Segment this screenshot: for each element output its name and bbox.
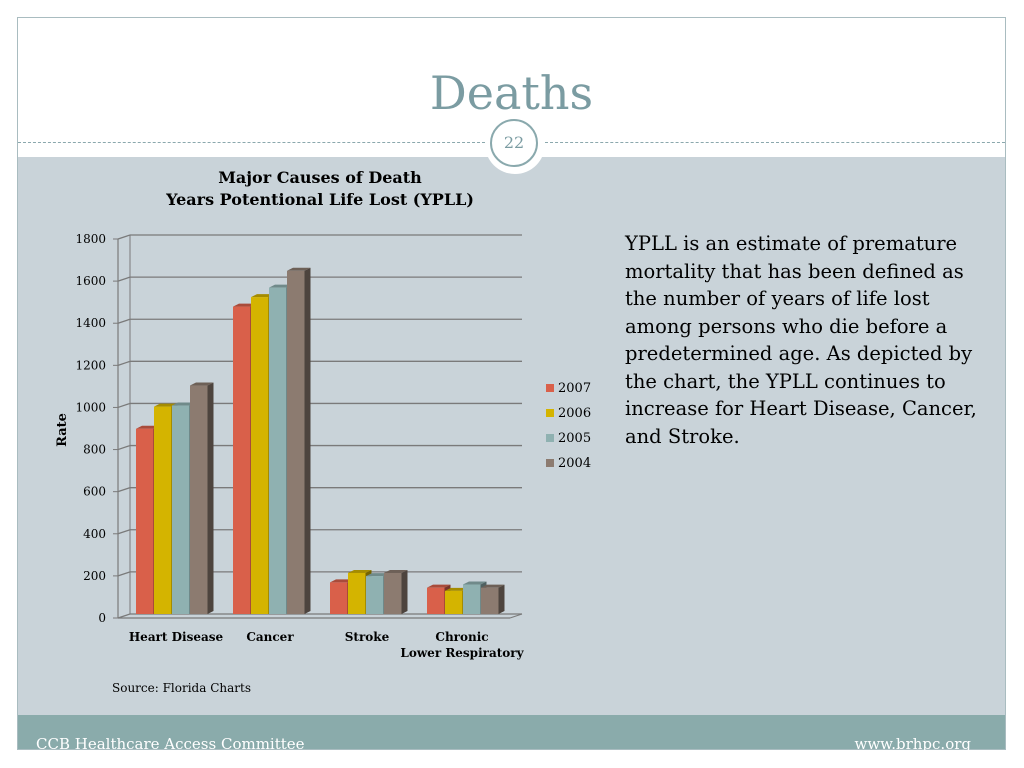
chart-subtitle: Years Potentional Life Lost (YPLL) [165,190,474,209]
bar-top [287,267,311,271]
bar [269,287,287,614]
gridline-side [117,529,131,535]
y-axis-label: Rate [55,413,70,447]
bar [251,297,269,614]
footer: CCB Healthcare Access Committee www.brhp… [18,715,1005,753]
bar-side [304,267,311,614]
footer-committee: CCB Healthcare Access Committee [36,735,305,753]
bar-top [330,579,354,583]
gridline-side [117,234,131,240]
x-tick-label: Lower Respiratory [400,646,524,660]
divider-left [18,142,485,143]
floor-edge [509,613,523,619]
bar [330,582,348,614]
y-tick-label: 800 [83,443,106,457]
bar [427,587,445,614]
y-tick-label: 1200 [75,358,106,372]
bar [136,428,154,614]
y-tick-label: 200 [83,569,106,583]
gridline-side [117,613,131,619]
gridline-side [117,402,131,409]
y-tick-label: 1000 [75,400,106,414]
x-tick-label: Cancer [246,630,294,644]
chart-title: Major Causes of Death [218,168,422,187]
gridline-side [117,276,131,282]
bar-top [348,569,372,573]
x-tick-label: Stroke [345,630,390,644]
gridline-side [117,571,131,577]
legend-swatch [546,434,554,442]
legend-swatch [546,459,554,467]
legend-label: 2005 [558,431,591,446]
bar-top [233,303,257,307]
gridline-side [117,487,131,493]
y-tick-label: 400 [83,527,106,541]
bar [463,584,481,614]
legend-swatch [546,409,554,417]
bar [445,590,463,614]
legend-label: 2006 [558,406,591,421]
bar-side [401,569,408,614]
bar-top [172,402,196,406]
legend-swatch [546,384,554,392]
bar [172,405,190,614]
bar [366,576,384,614]
bar-top [269,284,293,288]
y-tick-label: 600 [83,485,106,499]
divider-right [545,142,1005,143]
bar [190,385,208,614]
bar-top [481,584,505,588]
chart: Major Causes of Death Years Potentional L… [55,168,591,695]
bar-side [498,584,505,614]
bar [287,270,305,614]
bar-side [207,382,214,614]
bar [481,587,499,614]
bar-top [463,581,487,585]
bar-top [251,294,275,298]
legend-label: 2004 [558,456,591,471]
bar-top [366,573,390,577]
y-tick-label: 1400 [75,316,106,330]
y-tick-label: 0 [98,611,106,625]
bar-top [154,403,178,407]
gridline-side [117,444,131,451]
source-note: Source: Florida Charts [112,681,251,695]
slide-title: Deaths [429,66,594,120]
bar-top [136,425,160,429]
footer-website[interactable]: www.brhpc.org [854,735,971,753]
legend-label: 2007 [558,381,591,396]
y-tick-label: 1800 [75,232,106,246]
page-number: 22 [490,119,538,167]
bar [233,306,251,614]
bar-top [427,584,451,588]
bar-top [190,382,214,386]
bar [154,406,172,614]
bar [348,572,366,614]
x-tick-label: Chronic [435,630,488,644]
bar [384,572,402,614]
gridline-side [117,318,131,324]
bar-top [384,569,408,573]
description-text: YPLL is an estimate of premature mortali… [625,232,977,448]
x-tick-label: Heart Disease [129,630,224,644]
y-tick-label: 1600 [75,274,106,288]
bar-top [445,587,469,591]
gridline-side [117,360,131,366]
